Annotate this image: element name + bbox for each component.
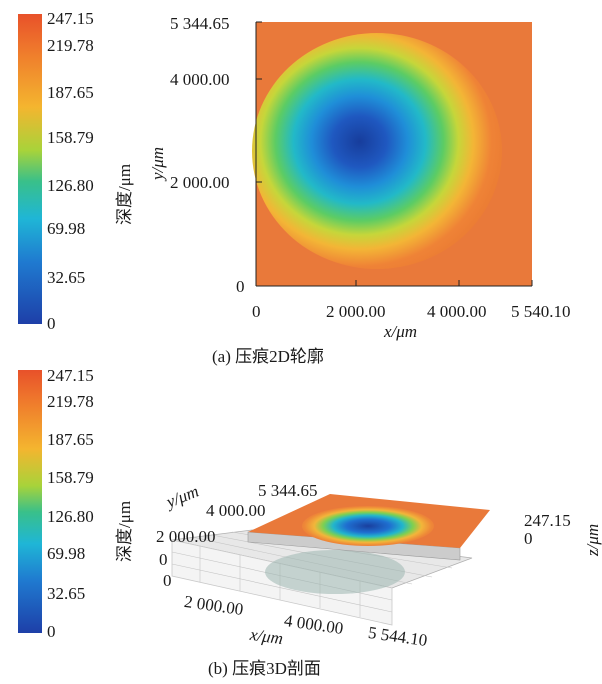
z-axis-label-b: z/μm — [583, 523, 602, 556]
x-axis-label-b: x/μm — [248, 624, 285, 649]
colorbar-a — [18, 14, 42, 324]
colorbar-b-tick: 0 — [47, 622, 56, 641]
z-tick-b: 247.15 — [524, 511, 571, 530]
colorbar-b-tick: 32.65 — [47, 584, 86, 603]
colorbar-a-tick: 0 — [47, 314, 56, 333]
colorbar-b-tick: 158.79 — [47, 468, 94, 487]
y-tick-b: 2 000.00 — [156, 527, 216, 546]
contour-map-2d — [252, 21, 533, 287]
colorbar-b — [18, 370, 42, 633]
surface-3d — [171, 494, 490, 626]
colorbar-a-tick: 158.79 — [47, 128, 94, 147]
colorbar-a-tick: 219.78 — [47, 36, 94, 55]
colorbar-a-tick: 69.98 — [47, 219, 86, 238]
colorbar-b-label: 深度/μm — [115, 500, 134, 562]
y-tick-a: 2 000.00 — [170, 173, 230, 192]
x-tick-a: 2 000.00 — [326, 302, 386, 321]
colorbar-a-tick: 187.65 — [47, 83, 94, 102]
x-axis-label-a: x/μm — [384, 322, 418, 341]
colorbar-a-label: 深度/μm — [115, 163, 134, 225]
colorbar-a-tick: 247.15 — [47, 9, 94, 28]
colorbar-b-tick: 219.78 — [47, 392, 94, 411]
y-axis-label-a: y/μm — [148, 146, 167, 180]
x-tick-b: 0 — [163, 571, 172, 590]
x-tick-a: 0 — [252, 302, 261, 321]
colorbar-b-tick: 187.65 — [47, 430, 94, 449]
y-tick-b: 4 000.00 — [206, 501, 266, 520]
colorbar-b-tick: 69.98 — [47, 544, 86, 563]
x-tick-a: 4 000.00 — [427, 302, 487, 321]
caption-a: (a) 压痕2D轮廓 — [212, 347, 324, 366]
colorbar-b-tick: 126.80 — [47, 507, 94, 526]
caption-b: (b) 压痕3D剖面 — [208, 659, 321, 678]
colorbar-a-tick: 126.80 — [47, 176, 94, 195]
y-tick-a: 4 000.00 — [170, 70, 230, 89]
y-tick-a: 0 — [236, 277, 245, 296]
y-tick-b: 5 344.65 — [258, 481, 318, 500]
z-tick-b: 0 — [524, 529, 533, 548]
colorbar-b-tick: 247.15 — [47, 366, 94, 385]
y-tick-a: 5 344.65 — [170, 14, 230, 33]
x-tick-a: 5 540.10 — [511, 302, 571, 321]
y-tick-b: 0 — [159, 550, 168, 569]
colorbar-a-tick: 32.65 — [47, 268, 86, 287]
